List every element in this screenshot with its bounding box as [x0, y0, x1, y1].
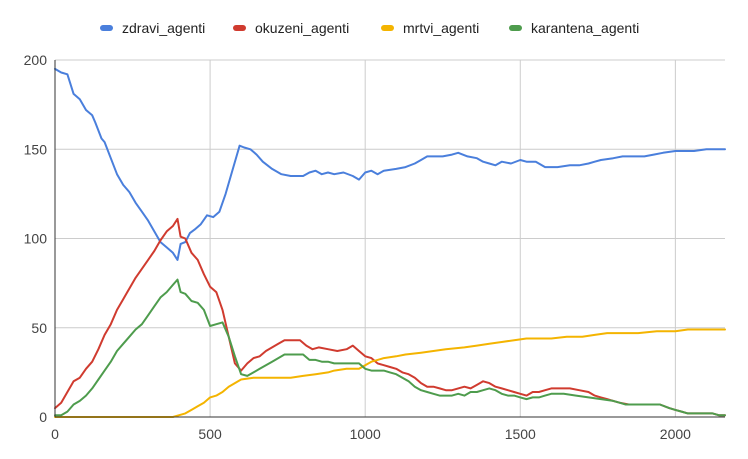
series-lines [54, 67, 726, 418]
series-line-mrtvi-agenti [54, 328, 726, 418]
legend-label: okuzeni_agenti [255, 20, 349, 36]
legend-item-okuzeni-agenti[interactable]: okuzeni_agenti [233, 20, 349, 36]
legend-label: mrtvi_agenti [403, 20, 479, 36]
x-tick-label: 2000 [660, 426, 691, 442]
y-tick-label: 100 [24, 231, 48, 247]
x-tick-label: 0 [51, 426, 59, 442]
series-line-okuzeni-agenti [54, 217, 726, 417]
series-line-karantena-agenti [54, 278, 726, 417]
x-tick-label: 1000 [350, 426, 381, 442]
legend-swatch [233, 25, 246, 31]
legend-item-mrtvi-agenti[interactable]: mrtvi_agenti [381, 20, 479, 36]
legend-swatch [100, 25, 113, 31]
grid [55, 59, 725, 417]
legend-item-zdravi-agenti[interactable]: zdravi_agenti [100, 20, 205, 36]
y-tick-label: 0 [39, 409, 47, 425]
y-tick-label: 200 [24, 52, 48, 68]
legend-label: karantena_agenti [531, 20, 639, 36]
legend-swatch [509, 25, 522, 31]
y-tick-label: 150 [24, 141, 48, 157]
legend-swatch [381, 25, 394, 31]
x-tick-label: 500 [198, 426, 222, 442]
series-line-zdravi-agenti [54, 67, 726, 261]
legend-item-karantena-agenti[interactable]: karantena_agenti [509, 20, 639, 36]
x-tick-label: 1500 [505, 426, 536, 442]
legend: zdravi_agenti okuzeni_agenti mrtvi_agenti k… [100, 20, 639, 36]
y-tick-label: 50 [31, 320, 47, 336]
axes [54, 60, 725, 418]
legend-label: zdravi_agenti [122, 20, 205, 36]
